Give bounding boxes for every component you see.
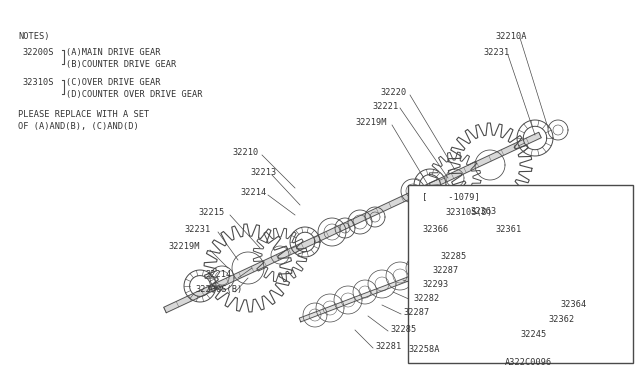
Text: 32200S(B): 32200S(B) [195,285,243,294]
Text: 32285: 32285 [440,252,467,261]
Text: 32200S: 32200S [22,48,54,57]
Text: 32364: 32364 [560,300,586,309]
Text: OF (A)AND(B), (C)AND(D): OF (A)AND(B), (C)AND(D) [18,122,139,131]
Text: 32361: 32361 [495,225,521,234]
Text: 32213: 32213 [250,168,276,177]
Text: 32245: 32245 [520,330,547,339]
Text: (B)COUNTER DRIVE GEAR: (B)COUNTER DRIVE GEAR [66,60,176,69]
Text: 32362: 32362 [548,315,574,324]
Text: 32281: 32281 [375,342,401,351]
Text: 32363: 32363 [470,207,496,216]
Text: (D)COUNTER OVER DRIVE GEAR: (D)COUNTER OVER DRIVE GEAR [66,90,202,99]
Text: 32215: 32215 [198,208,224,217]
Text: 32310S(D): 32310S(D) [445,208,492,217]
Text: 32210: 32210 [232,148,259,157]
Text: 32287: 32287 [432,266,458,275]
Text: 32220: 32220 [380,88,406,97]
Text: 32221: 32221 [372,102,398,111]
Text: 32214: 32214 [240,188,266,197]
Text: 32219M: 32219M [168,242,200,251]
Text: 32310S: 32310S [22,78,54,87]
Text: 32231: 32231 [483,48,509,57]
Text: 32285: 32285 [390,325,416,334]
Text: A322C0096: A322C0096 [505,358,552,367]
Text: 32282: 32282 [413,294,439,303]
Text: 32214: 32214 [205,270,231,279]
Text: (A)MAIN DRIVE GEAR: (A)MAIN DRIVE GEAR [66,48,161,57]
Text: 32231: 32231 [184,225,211,234]
Polygon shape [164,132,541,313]
Text: 32219M: 32219M [355,118,387,127]
Polygon shape [300,263,445,322]
Bar [408,185,633,363]
Text: 32293: 32293 [422,280,448,289]
Text: 32287: 32287 [403,308,429,317]
Text: 32210A: 32210A [495,32,527,41]
Text: [    -1079]: [ -1079] [422,192,480,201]
Text: PLEASE REPLACE WITH A SET: PLEASE REPLACE WITH A SET [18,110,149,119]
Text: NOTES): NOTES) [18,32,49,41]
Text: 32366: 32366 [422,225,448,234]
Text: (C)OVER DRIVE GEAR: (C)OVER DRIVE GEAR [66,78,161,87]
Text: 32258A: 32258A [408,345,440,354]
